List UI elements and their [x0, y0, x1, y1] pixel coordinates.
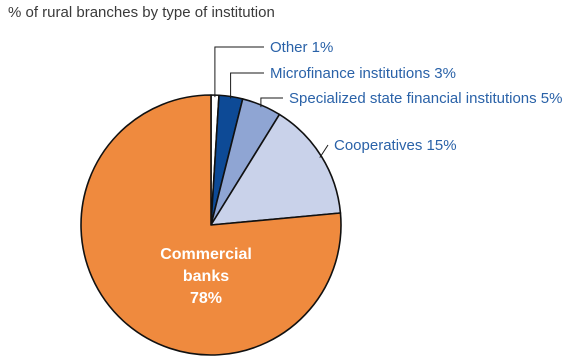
leader-line-cooperatives	[319, 144, 329, 158]
slice-label-other: Other 1%	[270, 39, 333, 56]
slice-label-specialized-state-financial-institutions: Specialized state financial institutions…	[289, 90, 563, 107]
leader-line-other	[214, 46, 264, 98]
pie-slice-commercial-banks	[80, 94, 342, 356]
pie-slice-cooperatives	[210, 113, 342, 226]
slice-inner-label-commercial-banks-1: banks	[183, 268, 229, 285]
leader-line-microfinance-institutions	[230, 72, 264, 99]
slice-label-microfinance-institutions: Microfinance institutions 3%	[270, 65, 456, 82]
chart-title: % of rural branches by type of instituti…	[8, 4, 275, 21]
slice-label-cooperatives: Cooperatives 15%	[334, 137, 457, 154]
slice-inner-label-commercial-banks-2: 78%	[190, 290, 222, 307]
leader-line-specialized-state-financial-institutions	[260, 97, 283, 108]
slice-inner-label-commercial-banks-0: Commercial	[160, 246, 252, 263]
